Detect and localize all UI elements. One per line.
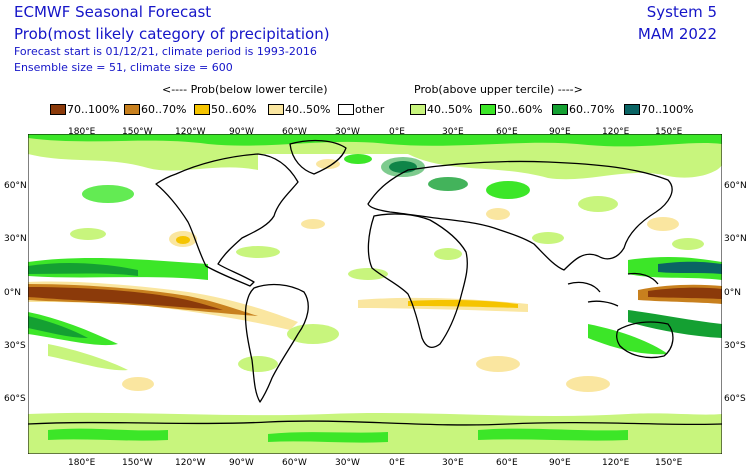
lon-tick-label: 90°E: [549, 127, 571, 137]
lon-tick-label: 0°E: [389, 127, 405, 137]
precipitation-map: [28, 134, 722, 454]
lon-tick-label: 150°E: [655, 458, 683, 468]
lon-tick-label: 120°E: [602, 127, 630, 137]
lon-tick-label: 60°E: [496, 127, 518, 137]
legend-label: other: [355, 103, 385, 116]
lon-tick-label: 0°E: [389, 458, 405, 468]
legend-swatch: [410, 104, 426, 115]
lat-tick-label: 30°N: [724, 234, 747, 244]
legend-item: 60..70%: [124, 103, 186, 116]
legend-item: other: [338, 103, 384, 116]
legend-item: 60..70%: [552, 103, 614, 116]
legend-label: 40..50%: [427, 103, 473, 116]
lon-tick-label: 30°E: [442, 458, 464, 468]
lat-tick-label: 0°N: [724, 288, 741, 298]
lat-tick-label: 60°S: [4, 394, 26, 404]
legend-swatch: [552, 104, 568, 115]
lat-tick-label: 30°S: [724, 341, 746, 351]
legend-swatch: [338, 104, 354, 115]
legend-label: 50..60%: [211, 103, 257, 116]
lon-tick-label: 150°W: [122, 458, 153, 468]
legend-above-title: Prob(above upper tercile) ---->: [414, 83, 583, 96]
lat-tick-label: 0°N: [4, 288, 21, 298]
lon-tick-label: 120°W: [175, 127, 206, 137]
season-label: MAM 2022: [637, 25, 717, 43]
lon-tick-label: 150°E: [655, 127, 683, 137]
legend-item: 50..60%: [480, 103, 542, 116]
lon-tick-label: 180°E: [68, 127, 96, 137]
map-title: ECMWF Seasonal Forecast: [14, 3, 212, 21]
legend-swatch: [124, 104, 140, 115]
lat-tick-label: 60°N: [724, 181, 747, 191]
lon-tick-label: 30°W: [335, 458, 360, 468]
lat-tick-label: 60°N: [4, 181, 27, 191]
lon-tick-label: 120°E: [602, 458, 630, 468]
lon-tick-label: 90°W: [229, 127, 254, 137]
lon-tick-label: 30°W: [335, 127, 360, 137]
legend-item: 40..50%: [268, 103, 330, 116]
legend-item: 40..50%: [410, 103, 472, 116]
lon-tick-label: 90°E: [549, 458, 571, 468]
lat-tick-label: 30°N: [4, 234, 27, 244]
legend-below-title: <---- Prob(below lower tercile): [162, 83, 328, 96]
legend-item: 50..60%: [194, 103, 256, 116]
ensemble-info: Ensemble size = 51, climate size = 600: [14, 61, 233, 74]
legend-swatch: [480, 104, 496, 115]
legend-label: 60..70%: [141, 103, 187, 116]
legend-swatch: [194, 104, 210, 115]
lon-tick-label: 180°E: [68, 458, 96, 468]
lat-tick-label: 30°S: [4, 341, 26, 351]
legend-label: 40..50%: [285, 103, 331, 116]
forecast-info: Forecast start is 01/12/21, climate peri…: [14, 45, 317, 58]
lon-tick-label: 60°E: [496, 458, 518, 468]
legend-label: 60..70%: [569, 103, 615, 116]
legend-item: 70..100%: [624, 103, 693, 116]
legend-swatch: [624, 104, 640, 115]
legend-label: 70..100%: [67, 103, 120, 116]
lon-tick-label: 150°W: [122, 127, 153, 137]
coastlines: [28, 139, 722, 426]
lon-tick-label: 60°W: [282, 458, 307, 468]
legend-swatch: [268, 104, 284, 115]
legend-label: 70..100%: [641, 103, 694, 116]
lat-tick-label: 60°S: [724, 394, 746, 404]
lon-tick-label: 90°W: [229, 458, 254, 468]
lon-tick-label: 120°W: [175, 458, 206, 468]
legend-item: 70..100%: [50, 103, 119, 116]
lon-tick-label: 60°W: [282, 127, 307, 137]
legend-swatch: [50, 104, 66, 115]
lon-tick-label: 30°E: [442, 127, 464, 137]
legend-label: 50..60%: [497, 103, 543, 116]
system-label: System 5: [646, 3, 717, 21]
map-subtitle: Prob(most likely category of precipitati…: [14, 25, 330, 43]
